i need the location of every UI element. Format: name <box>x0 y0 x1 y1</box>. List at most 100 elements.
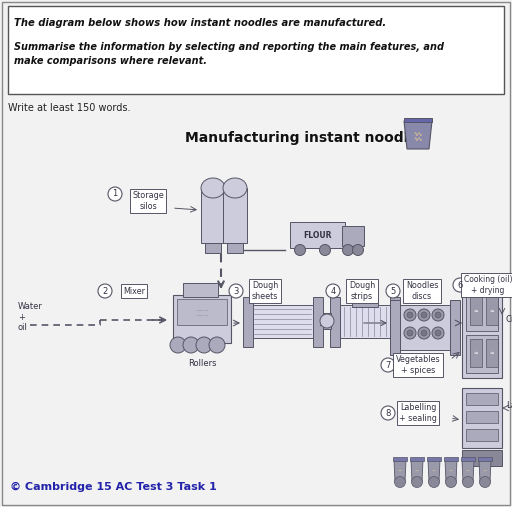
Circle shape <box>229 284 243 298</box>
Circle shape <box>421 312 427 318</box>
FancyBboxPatch shape <box>470 297 482 325</box>
FancyBboxPatch shape <box>390 297 400 347</box>
Text: Write at least 150 words.: Write at least 150 words. <box>8 103 131 113</box>
FancyBboxPatch shape <box>173 295 231 343</box>
FancyBboxPatch shape <box>450 300 460 355</box>
Circle shape <box>435 312 441 318</box>
Text: ~: ~ <box>415 468 419 474</box>
Circle shape <box>404 309 416 321</box>
Text: Dough
strips: Dough strips <box>349 281 375 301</box>
Polygon shape <box>428 460 440 482</box>
FancyBboxPatch shape <box>486 339 498 367</box>
Circle shape <box>170 337 186 353</box>
Polygon shape <box>394 460 406 482</box>
FancyBboxPatch shape <box>466 393 498 405</box>
Circle shape <box>421 330 427 336</box>
Circle shape <box>418 327 430 339</box>
FancyBboxPatch shape <box>390 300 400 355</box>
Text: 7: 7 <box>386 360 391 370</box>
Text: 2: 2 <box>102 286 108 296</box>
Polygon shape <box>479 460 491 482</box>
Circle shape <box>407 330 413 336</box>
FancyBboxPatch shape <box>8 6 504 94</box>
FancyBboxPatch shape <box>404 118 432 122</box>
Text: ~: ~ <box>466 468 470 474</box>
Text: 4: 4 <box>330 286 336 296</box>
Polygon shape <box>411 460 423 482</box>
Circle shape <box>429 477 439 488</box>
FancyBboxPatch shape <box>205 243 221 253</box>
Text: 5: 5 <box>390 286 396 296</box>
Circle shape <box>407 312 413 318</box>
Circle shape <box>432 327 444 339</box>
FancyBboxPatch shape <box>223 188 247 243</box>
Circle shape <box>196 337 212 353</box>
Text: ≈: ≈ <box>474 350 478 355</box>
Text: The diagram below shows how instant noodles are manufactured.: The diagram below shows how instant nood… <box>14 18 386 28</box>
FancyBboxPatch shape <box>340 305 390 338</box>
FancyBboxPatch shape <box>466 335 498 373</box>
Polygon shape <box>462 460 474 482</box>
Text: Labels: Labels <box>506 401 512 410</box>
Circle shape <box>108 187 122 201</box>
FancyBboxPatch shape <box>177 299 227 325</box>
Text: Storage
silos: Storage silos <box>132 191 164 211</box>
FancyBboxPatch shape <box>410 457 424 461</box>
FancyBboxPatch shape <box>462 450 502 466</box>
Text: Rollers: Rollers <box>188 359 216 368</box>
FancyBboxPatch shape <box>243 297 253 347</box>
Circle shape <box>418 309 430 321</box>
Circle shape <box>352 244 364 256</box>
Circle shape <box>381 406 395 420</box>
Text: Noodles
discs: Noodles discs <box>406 281 438 301</box>
Text: 1: 1 <box>112 190 118 199</box>
Text: Water
+
oil: Water + oil <box>18 302 43 332</box>
Text: ≈: ≈ <box>474 308 478 313</box>
FancyBboxPatch shape <box>462 388 502 448</box>
Circle shape <box>381 358 395 372</box>
FancyBboxPatch shape <box>323 313 331 329</box>
Circle shape <box>445 477 457 488</box>
Circle shape <box>319 244 331 256</box>
Text: 3: 3 <box>233 286 239 296</box>
Circle shape <box>412 477 422 488</box>
FancyBboxPatch shape <box>462 288 502 378</box>
FancyBboxPatch shape <box>393 457 407 461</box>
Text: ~~~
~~~: ~~~ ~~~ <box>195 308 209 318</box>
FancyBboxPatch shape <box>227 243 243 253</box>
Ellipse shape <box>223 178 247 198</box>
Text: ≈: ≈ <box>489 350 494 355</box>
Circle shape <box>480 477 490 488</box>
Text: ~: ~ <box>398 468 402 474</box>
Text: Labelling
+ sealing: Labelling + sealing <box>399 403 437 423</box>
Text: 6: 6 <box>457 280 463 289</box>
FancyBboxPatch shape <box>183 283 218 297</box>
FancyBboxPatch shape <box>330 297 340 347</box>
Text: Mixer: Mixer <box>123 286 145 296</box>
FancyBboxPatch shape <box>466 293 498 331</box>
Circle shape <box>183 337 199 353</box>
Circle shape <box>386 284 400 298</box>
Circle shape <box>404 327 416 339</box>
Circle shape <box>453 278 467 292</box>
Text: ∿∿
∿∿: ∿∿ ∿∿ <box>413 132 422 142</box>
FancyBboxPatch shape <box>342 226 364 246</box>
Circle shape <box>395 477 406 488</box>
FancyBboxPatch shape <box>461 457 475 461</box>
FancyBboxPatch shape <box>290 222 345 248</box>
Circle shape <box>343 244 353 256</box>
Text: Vegetables
+ spices: Vegetables + spices <box>396 355 440 375</box>
FancyBboxPatch shape <box>352 287 378 307</box>
Text: ~: ~ <box>432 468 436 474</box>
FancyBboxPatch shape <box>253 305 313 338</box>
Circle shape <box>326 284 340 298</box>
Ellipse shape <box>201 178 225 198</box>
FancyBboxPatch shape <box>478 457 492 461</box>
FancyBboxPatch shape <box>470 339 482 367</box>
FancyBboxPatch shape <box>201 188 225 243</box>
Text: Cups: Cups <box>506 315 512 324</box>
Circle shape <box>320 314 334 328</box>
FancyBboxPatch shape <box>427 457 441 461</box>
Circle shape <box>462 477 474 488</box>
FancyBboxPatch shape <box>486 297 498 325</box>
